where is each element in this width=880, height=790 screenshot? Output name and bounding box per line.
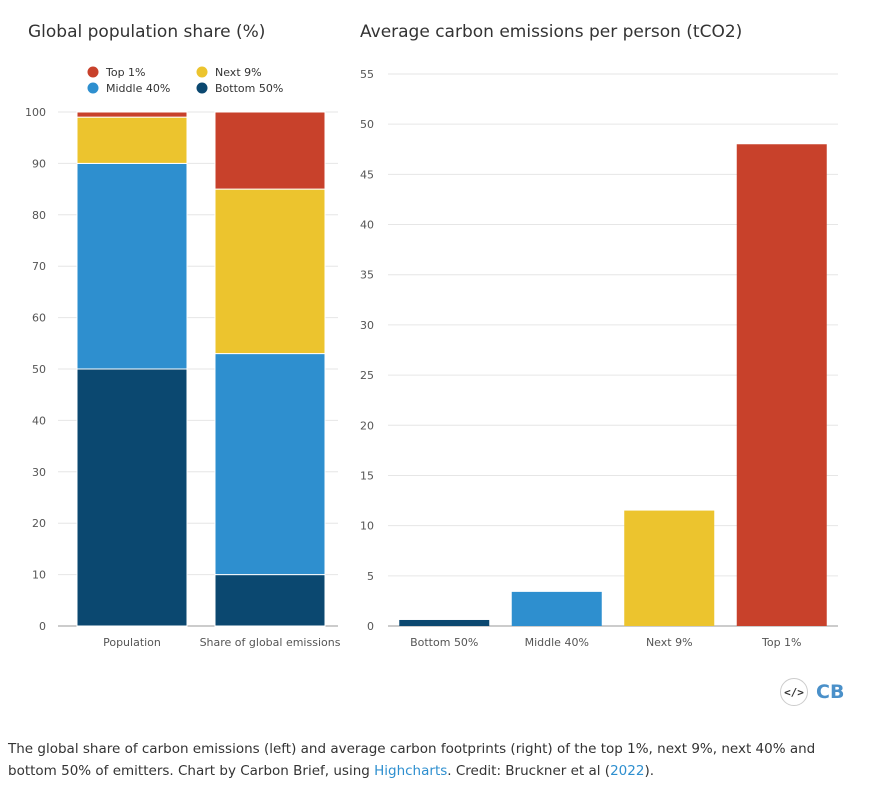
right-y-tick-label: 40 — [360, 219, 374, 232]
left-y-tick-label: 20 — [32, 517, 46, 530]
right-y-tick-label: 45 — [360, 168, 374, 181]
left-y-tick-label: 30 — [32, 466, 46, 479]
carbon-brief-logo: </> CB — [780, 678, 844, 706]
chart-caption: The global share of carbon emissions (le… — [8, 738, 848, 782]
left-bar-segment — [76, 162, 188, 370]
highcharts-link[interactable]: Highcharts — [374, 763, 448, 779]
left-bar-segment — [214, 111, 326, 190]
right-y-tick-label: 35 — [360, 269, 374, 282]
legend-swatch — [196, 82, 208, 94]
right-x-tick-label: Middle 40% — [525, 636, 589, 649]
left-y-tick-label: 0 — [39, 620, 46, 633]
right-y-tick-label: 25 — [360, 369, 374, 382]
cb-brand-mark: CB — [816, 681, 845, 703]
left-chart-title: Global population share (%) — [28, 22, 266, 42]
legend-swatch — [196, 66, 208, 78]
right-x-tick-label: Next 9% — [646, 636, 693, 649]
right-x-tick-label: Bottom 50% — [410, 636, 478, 649]
right-y-tick-label: 0 — [367, 620, 374, 633]
left-bar-segment — [214, 188, 326, 355]
left-y-tick-label: 40 — [32, 414, 46, 427]
right-y-tick-label: 50 — [360, 118, 374, 131]
source-year-link[interactable]: 2022 — [610, 763, 645, 779]
right-y-tick-label: 10 — [360, 520, 374, 533]
legend-label: Bottom 50% — [215, 82, 283, 95]
caption-text-1: The global share of carbon emissions (le… — [8, 741, 816, 779]
legend-label: Middle 40% — [106, 82, 170, 95]
right-y-tick-label: 55 — [360, 68, 374, 81]
left-bar-segment — [76, 116, 188, 164]
left-y-tick-label: 80 — [32, 209, 46, 222]
right-y-tick-label: 30 — [360, 319, 374, 332]
right-y-tick-label: 20 — [360, 419, 374, 432]
left-y-tick-label: 10 — [32, 569, 46, 582]
left-y-tick-label: 90 — [32, 157, 46, 170]
left-y-tick-label: 60 — [32, 312, 46, 325]
legend-swatch — [87, 66, 99, 78]
legend-label: Next 9% — [215, 66, 262, 79]
left-chart-bars: Population Share of global emissions — [76, 111, 341, 649]
right-y-tick-label: 15 — [360, 469, 374, 482]
left-bar-segment — [76, 368, 188, 627]
left-y-tick-label: 50 — [32, 363, 46, 376]
right-bar — [736, 144, 827, 626]
left-chart-legend: Top 1% Next 9% Middle 40% Bottom 50% — [87, 66, 283, 95]
left-x-tick-label: Population — [103, 636, 161, 649]
right-y-tick-label: 5 — [367, 570, 374, 583]
embed-code-icon[interactable]: </> — [780, 678, 808, 706]
left-bar-segment — [214, 353, 326, 576]
legend-label: Top 1% — [105, 66, 146, 79]
left-bar-segment — [214, 574, 326, 627]
right-x-tick-label: Top 1% — [761, 636, 802, 649]
left-y-tick-label: 70 — [32, 260, 46, 273]
right-bar — [511, 591, 602, 626]
right-bar — [624, 510, 715, 626]
left-y-tick-label: 100 — [25, 106, 46, 119]
left-bar-segment — [76, 111, 188, 118]
caption-text-3: ). — [644, 763, 654, 779]
right-bar — [399, 619, 490, 626]
right-chart-bars: Bottom 50% Middle 40% Next 9% Top 1% — [399, 144, 827, 649]
right-chart-title: Average carbon emissions per person (tCO… — [360, 22, 743, 42]
caption-text-2: . Credit: Bruckner et al ( — [447, 763, 611, 779]
left-x-tick-label: Share of global emissions — [200, 636, 341, 649]
legend-swatch — [87, 82, 99, 94]
